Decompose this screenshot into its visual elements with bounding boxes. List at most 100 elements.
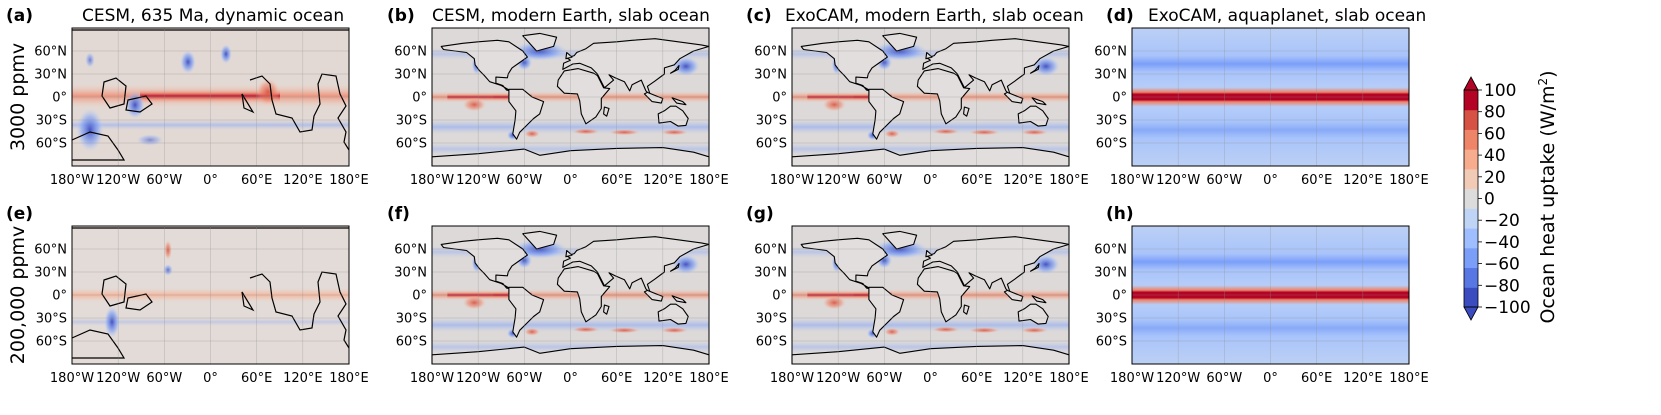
y-tick-label: 60°S: [1096, 137, 1127, 152]
x-tick-label: 120°E: [1343, 371, 1383, 386]
colorbar-segment: [1464, 228, 1478, 249]
colorbar-segment: [1464, 149, 1478, 170]
panel-b-frame: [431, 27, 710, 167]
colorbar-segment: [1464, 109, 1478, 130]
panel-a-title: CESM, 635 Ma, dynamic ocean: [82, 6, 344, 26]
y-tick-label: 0°: [1112, 289, 1127, 304]
x-tick-label: 120°W: [816, 371, 860, 386]
x-tick-label: 60°E: [961, 173, 992, 188]
colorbar-segment: [1464, 90, 1478, 111]
panel-f-letter: (f): [387, 204, 410, 224]
panel-d-title: ExoCAM, aquaplanet, slab ocean: [1148, 6, 1426, 26]
colorbar-tick-label: 40: [1484, 146, 1506, 166]
x-tick-label: 120°E: [1003, 173, 1043, 188]
x-tick-label: 120°W: [1156, 371, 1200, 386]
x-tick-label: 180°E: [1389, 173, 1429, 188]
y-tick-label: 30°S: [1096, 312, 1127, 327]
panel-d-axes: 180°W 120°W 60°W 0° 60°E 120°E 180°E 60°N 30°N 0°…: [1094, 27, 1429, 188]
y-tick-label: 30°N: [394, 266, 427, 281]
y-tick-label: 60°S: [396, 137, 427, 152]
x-tick-label: 60°E: [1301, 371, 1332, 386]
x-tick-label: 180°W: [410, 371, 454, 386]
y-tick-label: 30°S: [36, 312, 67, 327]
panel-d-frame: [1131, 27, 1410, 167]
colorbar-segment: [1464, 267, 1478, 288]
y-tick-label: 60°N: [754, 45, 787, 60]
colorbar-tick-label: −60: [1484, 255, 1520, 275]
panel-a-axes: 180°W 120°W 60°W 0° 60°E 120°E 180°E 60°N 30°N 0°…: [34, 27, 369, 188]
colorbar-tick-label: −80: [1484, 276, 1520, 296]
x-tick-label: 60°E: [241, 371, 272, 386]
panel-c-frame: [791, 27, 1070, 167]
x-tick-label: 180°E: [689, 371, 729, 386]
x-tick-label: 120°E: [1343, 173, 1383, 188]
colorbar-segment: [1464, 287, 1478, 308]
panel-a-frame: [71, 27, 350, 167]
x-tick-label: 60°E: [241, 173, 272, 188]
panel-g-axes: 180°W 120°W 60°W 0° 60°E 120°E 180°E 60°N 30°N 0°…: [754, 225, 1089, 386]
y-tick-label: 30°N: [394, 68, 427, 83]
panel-h-axes: 180°W 120°W 60°W 0° 60°E 120°E 180°E 60°N 30°N 0°…: [1094, 225, 1429, 386]
colorbar-label: Ocean heat uptake (W/m2): [1536, 70, 1559, 323]
x-tick-label: 60°E: [601, 371, 632, 386]
y-tick-label: 30°S: [396, 312, 427, 327]
colorbar-segment: [1464, 129, 1478, 150]
y-tick-label: 30°S: [756, 312, 787, 327]
y-tick-label: 60°S: [756, 335, 787, 350]
x-tick-label: 0°: [923, 173, 938, 188]
colorbar-tick-label: 20: [1484, 168, 1506, 188]
y-tick-label: 0°: [1112, 91, 1127, 106]
x-tick-label: 120°W: [96, 371, 140, 386]
panel-d-letter: (d): [1106, 6, 1134, 26]
panel-e-frame: [71, 225, 350, 365]
x-tick-label: 120°E: [643, 371, 683, 386]
x-tick-label: 120°W: [456, 173, 500, 188]
x-tick-label: 180°W: [1110, 371, 1154, 386]
colorbar-extend-bottom: [1463, 306, 1479, 321]
colorbar-tick-label: 100: [1484, 81, 1516, 101]
y-tick-label: 30°S: [36, 114, 67, 129]
colorbar-label-main: Ocean heat uptake (W/m: [1537, 86, 1559, 324]
x-tick-label: 60°W: [1206, 371, 1242, 386]
panel-h-frame: [1131, 225, 1410, 365]
y-tick-label: 0°: [412, 91, 427, 106]
y-tick-label: 0°: [772, 91, 787, 106]
panel-c-axes: 180°W 120°W 60°W 0° 60°E 120°E 180°E 60°N 30°N 0°…: [754, 27, 1089, 188]
x-tick-label: 0°: [923, 371, 938, 386]
x-tick-label: 180°W: [770, 371, 814, 386]
y-tick-label: 60°N: [34, 243, 67, 258]
panel-b-letter: (b): [387, 6, 415, 26]
y-tick-label: 0°: [412, 289, 427, 304]
x-tick-label: 120°E: [643, 173, 683, 188]
y-tick-label: 30°N: [1094, 68, 1127, 83]
x-tick-label: 60°W: [146, 173, 182, 188]
x-tick-label: 120°E: [283, 371, 323, 386]
y-tick-label: 60°N: [1094, 45, 1127, 60]
y-tick-label: 30°S: [396, 114, 427, 129]
y-tick-label: 60°N: [394, 45, 427, 60]
row-label-200000-ppmv: 200,000 ppmv: [7, 226, 29, 364]
x-tick-label: 180°E: [329, 371, 369, 386]
x-tick-label: 180°E: [1389, 371, 1429, 386]
panel-b-title: CESM, modern Earth, slab ocean: [432, 6, 710, 26]
panel-f-axes: 180°W 120°W 60°W 0° 60°E 120°E 180°E 60°N 30°N 0°…: [394, 225, 729, 386]
x-tick-label: 120°W: [456, 371, 500, 386]
x-tick-label: 180°W: [50, 371, 94, 386]
y-tick-label: 30°N: [754, 266, 787, 281]
colorbar-tick-label: −20: [1484, 211, 1520, 231]
y-tick-label: 0°: [52, 289, 67, 304]
panel-g-frame: [791, 225, 1070, 365]
x-tick-label: 120°E: [283, 173, 323, 188]
x-tick-label: 60°E: [601, 173, 632, 188]
x-tick-label: 0°: [203, 371, 218, 386]
colorbar-segment: [1464, 247, 1478, 269]
y-tick-label: 0°: [52, 91, 67, 106]
y-tick-label: 60°N: [394, 243, 427, 258]
colorbar-label-sup: 2: [1536, 78, 1550, 86]
panel-e-letter: (e): [6, 204, 33, 224]
y-tick-label: 60°N: [754, 243, 787, 258]
x-tick-label: 60°W: [866, 173, 902, 188]
panel-b-axes: 180°W 120°W 60°W 0° 60°E 120°E 180°E 60°N 30°N 0°…: [394, 27, 729, 188]
